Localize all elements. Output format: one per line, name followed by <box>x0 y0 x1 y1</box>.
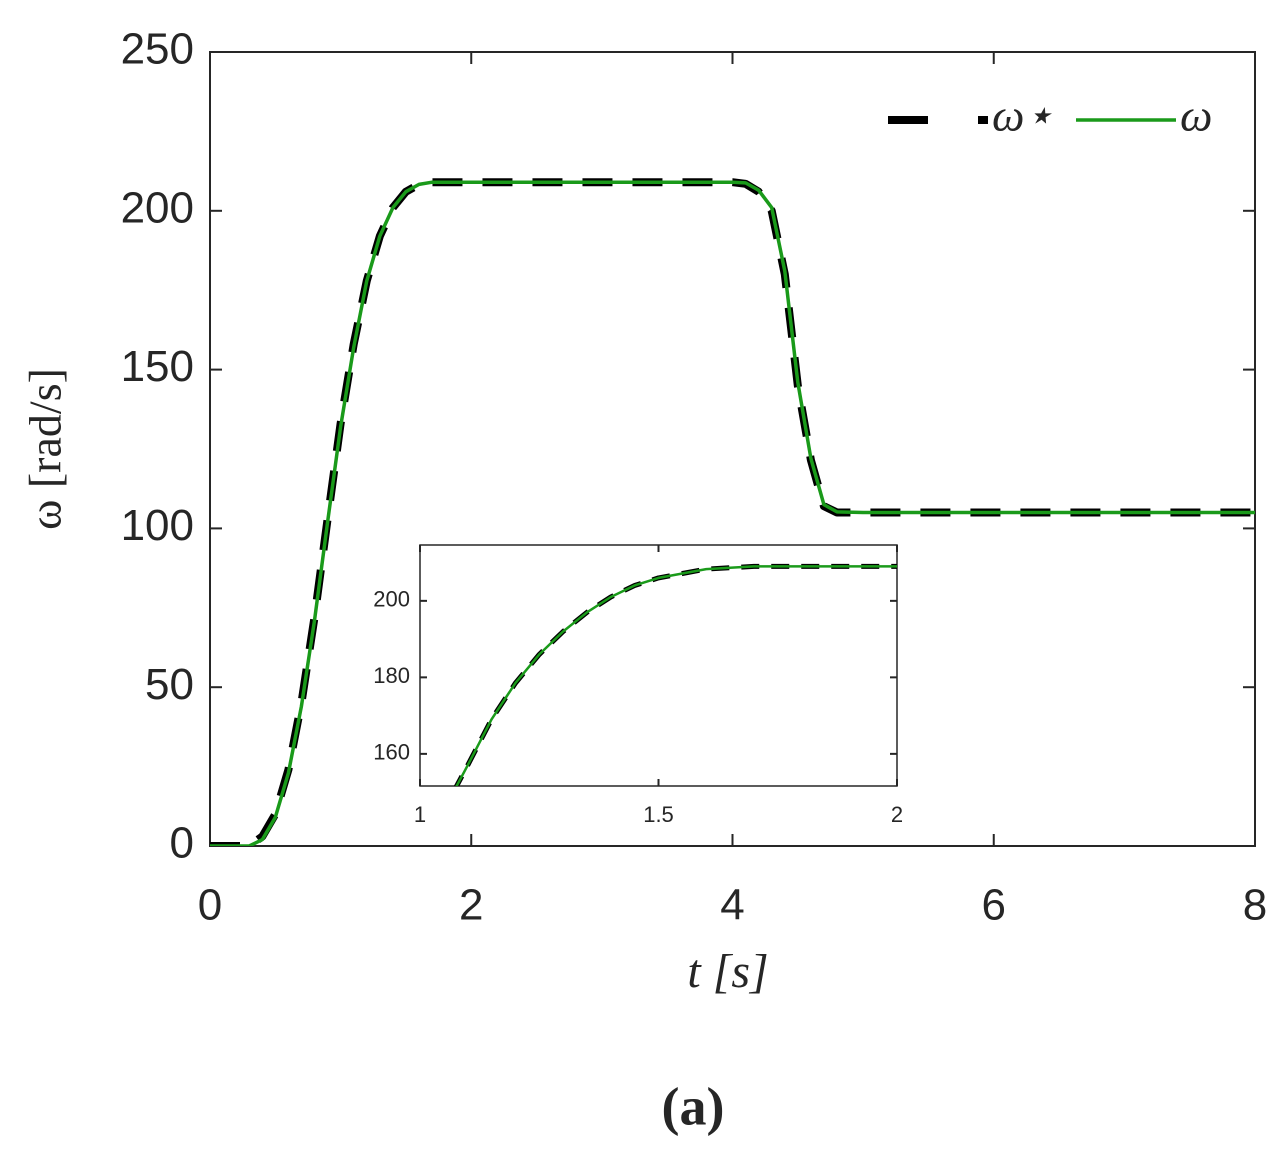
caption: (a) <box>662 1076 725 1136</box>
x-tick-label: 4 <box>720 881 744 930</box>
y-tick-label: 180 <box>373 663 410 688</box>
y-tick-label: 200 <box>121 183 194 232</box>
y-axis-label: ω [rad/s] <box>20 368 71 530</box>
y-tick-label: 160 <box>373 740 410 765</box>
x-tick-label: 6 <box>982 881 1006 930</box>
series-line <box>455 565 897 786</box>
y-tick-label: 150 <box>121 342 194 391</box>
x-tick-label: 2 <box>891 802 903 827</box>
x-tick-label: 1.5 <box>643 802 674 827</box>
y-tick-label: 50 <box>145 660 194 709</box>
series-group <box>210 178 1255 846</box>
series-line <box>210 180 1255 846</box>
legend-label: ω⋆ <box>992 90 1053 141</box>
y-tick-label: 200 <box>373 587 410 612</box>
plot-area <box>419 544 898 787</box>
x-axis-label: t [s] <box>687 945 768 998</box>
legend-label: ω <box>1180 90 1212 141</box>
x-tick-label: 1 <box>414 802 426 827</box>
x-tick-label: 2 <box>459 881 483 930</box>
y-tick-label: 0 <box>170 819 194 868</box>
x-tick-label: 8 <box>1243 881 1267 930</box>
x-tick-label: 0 <box>198 881 222 930</box>
y-tick-label: 250 <box>121 25 194 74</box>
series-group <box>453 563 897 786</box>
y-tick-label: 100 <box>121 501 194 550</box>
